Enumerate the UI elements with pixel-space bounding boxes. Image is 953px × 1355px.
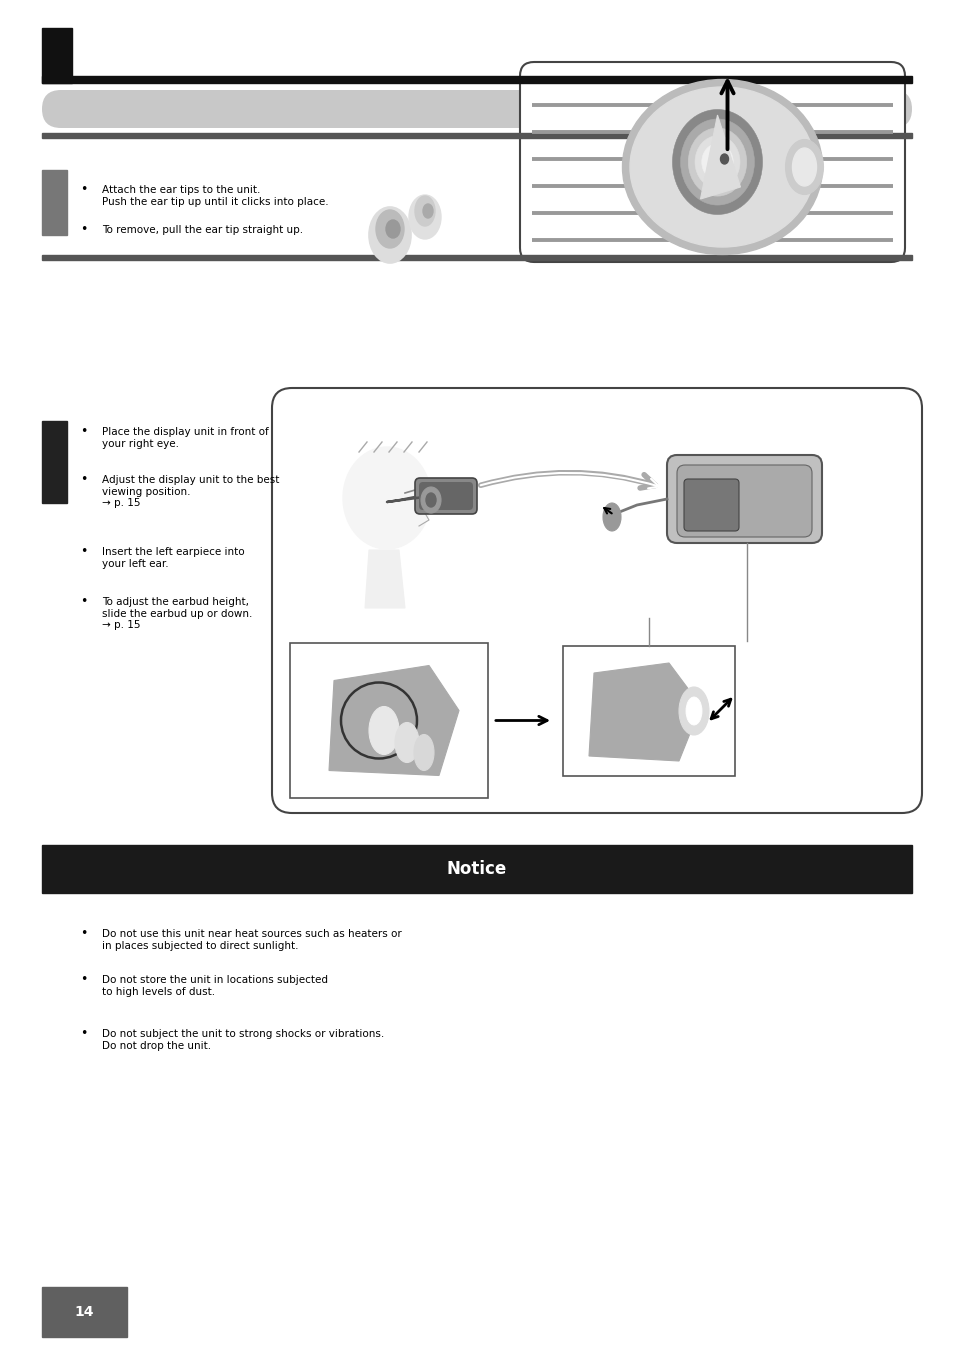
Ellipse shape xyxy=(685,696,701,725)
Bar xyxy=(290,644,488,798)
Text: •: • xyxy=(80,927,88,940)
FancyBboxPatch shape xyxy=(418,482,473,509)
Ellipse shape xyxy=(622,80,821,255)
Ellipse shape xyxy=(414,734,434,771)
Text: •: • xyxy=(80,545,88,558)
Ellipse shape xyxy=(409,195,440,238)
Bar xyxy=(42,846,911,893)
Text: •: • xyxy=(80,973,88,986)
Ellipse shape xyxy=(720,154,728,164)
Bar xyxy=(42,76,911,83)
Ellipse shape xyxy=(420,486,440,514)
FancyBboxPatch shape xyxy=(415,478,476,514)
Text: Do not store the unit in locations subjected
to high levels of dust.: Do not store the unit in locations subje… xyxy=(102,976,328,996)
Text: Adjust the display unit to the best
viewing position.
→ p. 15: Adjust the display unit to the best view… xyxy=(102,476,279,508)
Ellipse shape xyxy=(792,148,816,186)
Text: •: • xyxy=(80,425,88,438)
Text: To remove, pull the ear tip straight up.: To remove, pull the ear tip straight up. xyxy=(102,225,303,234)
FancyBboxPatch shape xyxy=(42,89,911,127)
Ellipse shape xyxy=(369,207,411,263)
Ellipse shape xyxy=(695,136,740,188)
Ellipse shape xyxy=(687,127,746,196)
Text: •: • xyxy=(80,224,88,236)
Ellipse shape xyxy=(423,486,437,509)
Text: •: • xyxy=(80,473,88,486)
Ellipse shape xyxy=(672,110,761,214)
Bar xyxy=(42,421,67,503)
Text: Attach the ear tips to the unit.
Push the ear tip up until it clicks into place.: Attach the ear tips to the unit. Push th… xyxy=(102,186,328,206)
Polygon shape xyxy=(700,115,740,199)
Ellipse shape xyxy=(679,687,708,734)
Ellipse shape xyxy=(369,706,398,755)
Text: •: • xyxy=(80,595,88,608)
Text: •: • xyxy=(80,1027,88,1041)
FancyBboxPatch shape xyxy=(677,465,811,537)
Text: Do not use this unit near heat sources such as heaters or
in places subjected to: Do not use this unit near heat sources s… xyxy=(102,930,401,951)
Ellipse shape xyxy=(415,196,435,226)
Text: Place the display unit in front of
your right eye.: Place the display unit in front of your … xyxy=(102,427,269,449)
Ellipse shape xyxy=(629,87,814,247)
Ellipse shape xyxy=(426,493,436,507)
FancyBboxPatch shape xyxy=(683,480,739,531)
Text: Do not subject the unit to strong shocks or vibrations.
Do not drop the unit.: Do not subject the unit to strong shocks… xyxy=(102,1028,384,1050)
Bar xyxy=(42,169,67,234)
Text: 14: 14 xyxy=(74,1305,94,1318)
Text: To adjust the earbud height,
slide the earbud up or down.
→ p. 15: To adjust the earbud height, slide the e… xyxy=(102,598,253,630)
Ellipse shape xyxy=(395,722,418,763)
Polygon shape xyxy=(365,550,405,608)
Ellipse shape xyxy=(375,210,403,248)
Text: •: • xyxy=(80,183,88,196)
Bar xyxy=(42,255,911,260)
FancyBboxPatch shape xyxy=(519,62,904,262)
FancyBboxPatch shape xyxy=(666,455,821,543)
Bar xyxy=(42,133,911,138)
Polygon shape xyxy=(588,663,700,762)
Ellipse shape xyxy=(422,205,433,218)
Ellipse shape xyxy=(386,220,399,238)
Ellipse shape xyxy=(701,144,733,180)
Ellipse shape xyxy=(679,119,754,205)
Ellipse shape xyxy=(784,140,822,195)
Bar xyxy=(42,28,71,83)
Ellipse shape xyxy=(343,447,431,549)
Ellipse shape xyxy=(602,503,620,531)
FancyBboxPatch shape xyxy=(272,388,921,813)
Text: Notice: Notice xyxy=(446,860,507,878)
Bar xyxy=(42,1287,127,1337)
Bar xyxy=(562,646,734,776)
Text: Insert the left earpiece into
your left ear.: Insert the left earpiece into your left … xyxy=(102,547,244,569)
Polygon shape xyxy=(329,665,458,775)
